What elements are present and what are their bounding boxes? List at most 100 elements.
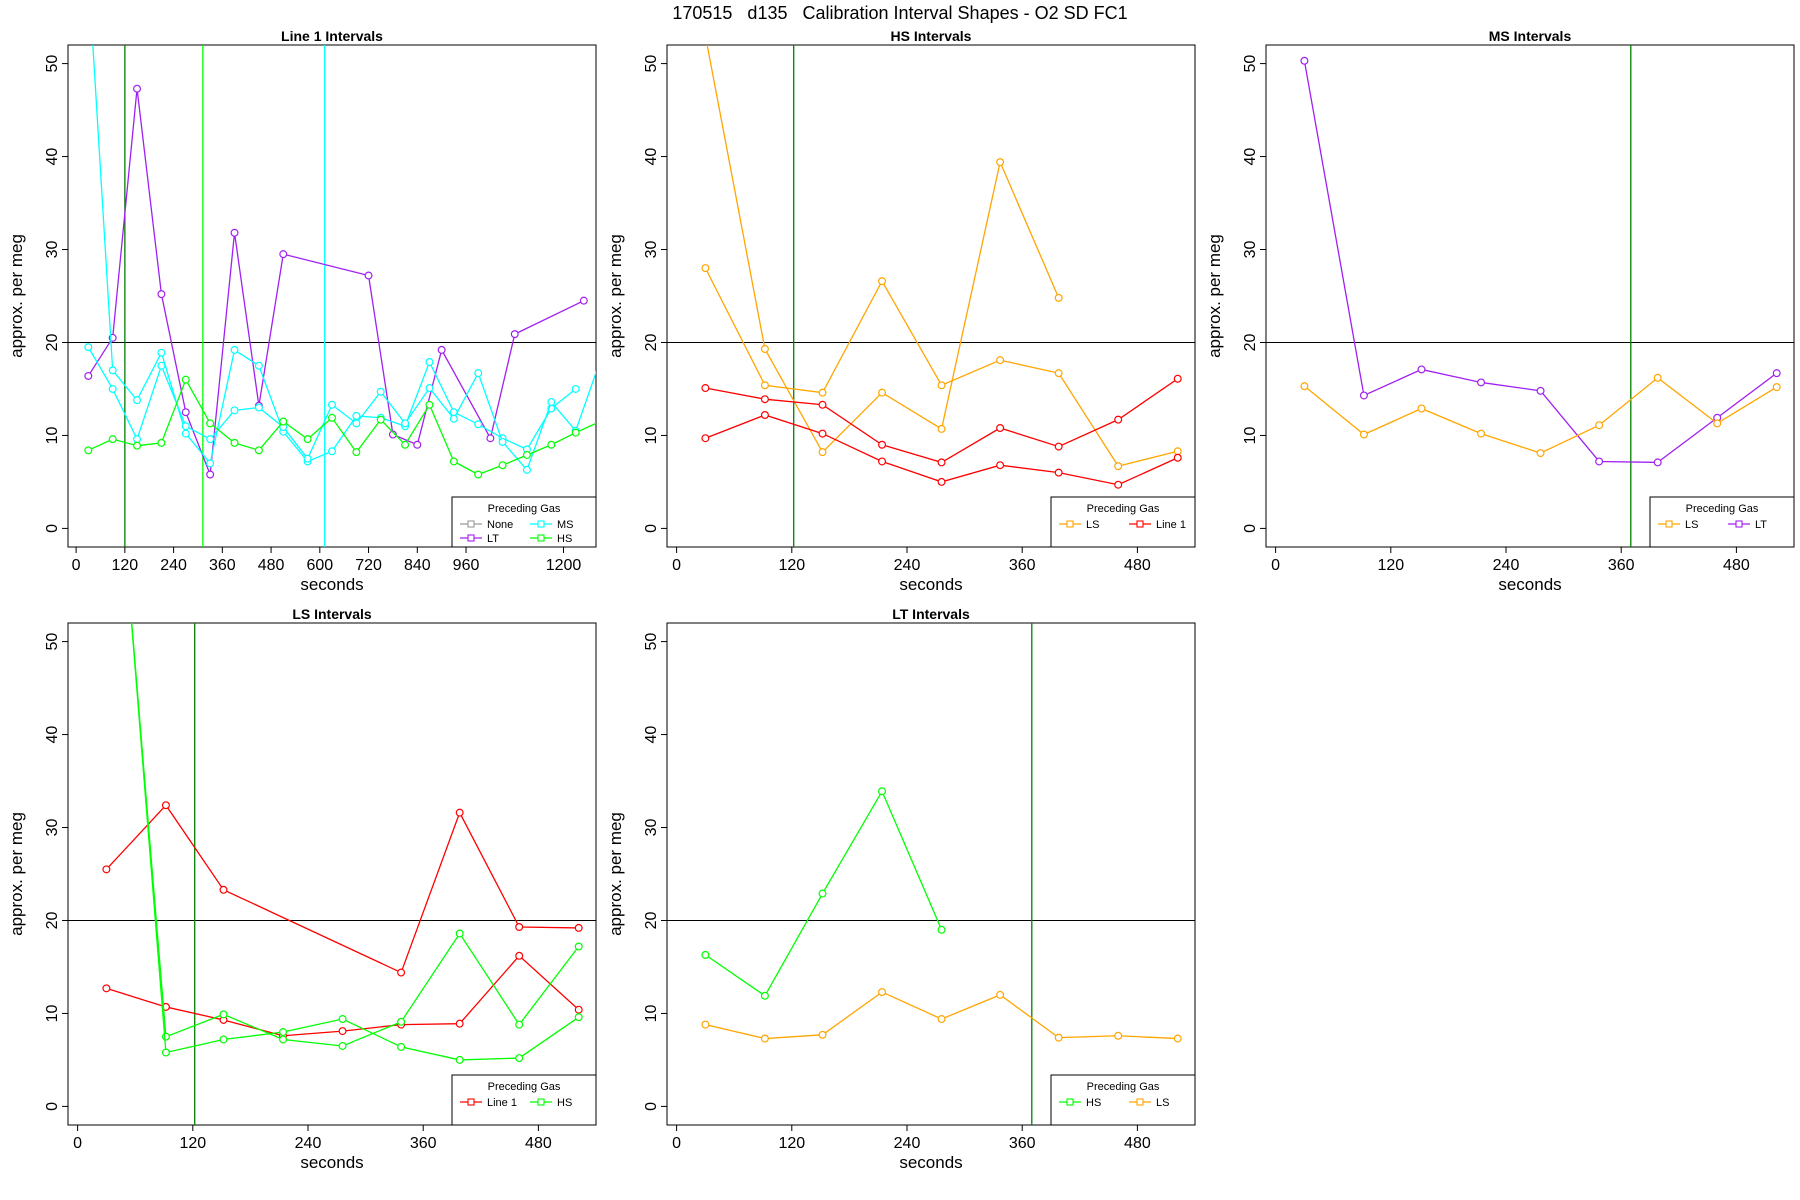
legend-swatch-marker xyxy=(1665,520,1673,528)
legend: Preceding Gas LS Line 1 xyxy=(1050,496,1196,548)
data-point xyxy=(760,410,769,419)
x-axis-label: seconds xyxy=(899,575,962,594)
plot-frame xyxy=(1265,44,1795,548)
x-tick-label: 0 xyxy=(72,557,81,574)
data-point xyxy=(328,413,337,422)
x-tick-label: 120 xyxy=(778,557,805,574)
legend-swatch-marker xyxy=(467,1098,475,1106)
data-point xyxy=(1173,453,1182,462)
data-point xyxy=(279,1035,288,1044)
data-point xyxy=(701,950,710,959)
x-tick-label: 360 xyxy=(209,557,236,574)
y-tick-label: 40 xyxy=(643,726,660,744)
data-point xyxy=(161,1032,170,1041)
y-tick-label: 40 xyxy=(1242,148,1259,166)
data-point xyxy=(701,434,710,443)
y-axis-label: approx. per meg xyxy=(1205,234,1224,358)
data-point xyxy=(1114,480,1123,489)
data-point xyxy=(1359,430,1368,439)
data-point xyxy=(425,400,434,409)
data-point xyxy=(181,429,190,438)
data-point xyxy=(574,1013,583,1022)
data-point xyxy=(937,424,946,433)
x-tick-label: 360 xyxy=(410,1135,437,1152)
series-1 xyxy=(702,32,1063,457)
series-2 xyxy=(701,988,1182,1043)
data-point xyxy=(937,925,946,934)
data-point xyxy=(157,290,166,299)
data-point xyxy=(376,387,385,396)
x-tick-label: 480 xyxy=(1723,557,1750,574)
y-axis-label: approx. per meg xyxy=(606,812,625,936)
series-line xyxy=(130,623,580,1061)
x-tick-label: 0 xyxy=(672,557,681,574)
panel-title: Line 1 Intervals xyxy=(281,28,383,44)
data-point xyxy=(161,801,170,810)
data-point xyxy=(474,369,483,378)
legend-box xyxy=(451,1074,597,1126)
data-point xyxy=(161,1048,170,1057)
y-axis-label: approx. per meg xyxy=(7,812,26,936)
legend-entry: LS xyxy=(1685,519,1698,531)
data-point xyxy=(760,381,769,390)
x-tick-label: 0 xyxy=(672,1135,681,1152)
data-point xyxy=(878,457,887,466)
data-point xyxy=(206,459,215,468)
legend-swatch-marker xyxy=(537,1098,545,1106)
data-point xyxy=(425,358,434,367)
y-tick-label: 20 xyxy=(44,911,61,929)
y-tick-label: 40 xyxy=(44,148,61,166)
data-point xyxy=(133,84,142,93)
data-point xyxy=(397,968,406,977)
data-point xyxy=(1173,447,1182,456)
data-point xyxy=(571,384,580,393)
chart-panel-2: HS Intervals 0 10 20 30 40 50 0 120 240 360 480 seco… xyxy=(606,28,1196,594)
data-point xyxy=(102,984,111,993)
y-tick-label: 10 xyxy=(44,426,61,444)
series-line xyxy=(92,45,577,465)
legend-title: Preceding Gas xyxy=(1087,1081,1160,1093)
x-tick-label: 0 xyxy=(1271,557,1280,574)
data-point xyxy=(996,356,1005,365)
data-point xyxy=(279,417,288,426)
data-point xyxy=(574,1005,583,1014)
data-point xyxy=(449,457,458,466)
data-point xyxy=(498,437,507,446)
data-point xyxy=(102,865,111,874)
series-3 xyxy=(131,623,583,1050)
data-point xyxy=(760,395,769,404)
chart-panel-5: LT Intervals 0 10 20 30 40 50 0 120 240 360 480 seco… xyxy=(606,606,1196,1172)
legend-entry: None xyxy=(487,519,513,531)
data-point xyxy=(702,32,709,39)
data-point xyxy=(760,1034,769,1043)
data-point xyxy=(818,388,827,397)
y-tick-label: 50 xyxy=(1242,55,1259,73)
data-point xyxy=(108,435,117,444)
chart-panel-3: MS Intervals 0 10 20 30 40 50 0 120 240 360 480 seco… xyxy=(1205,28,1795,594)
panel-title: HS Intervals xyxy=(891,28,972,44)
legend-swatch-marker xyxy=(537,520,545,528)
data-point xyxy=(818,400,827,409)
y-tick-label: 30 xyxy=(1242,241,1259,259)
y-tick-label: 50 xyxy=(44,55,61,73)
data-point xyxy=(328,400,337,409)
data-point xyxy=(303,435,312,444)
data-point xyxy=(279,250,288,259)
data-point xyxy=(996,158,1005,167)
data-point xyxy=(597,358,604,365)
data-point xyxy=(486,434,495,443)
legend-entry: Line 1 xyxy=(1156,519,1186,531)
x-tick-label: 840 xyxy=(404,557,431,574)
legend-entry: LS xyxy=(1086,519,1099,531)
plot-frame xyxy=(67,622,597,1126)
legend-swatch-marker xyxy=(1735,520,1743,528)
x-tick-label: 720 xyxy=(355,557,382,574)
y-tick-label: 10 xyxy=(643,426,660,444)
data-point xyxy=(279,1028,288,1037)
data-point xyxy=(701,384,710,393)
legend-title: Preceding Gas xyxy=(1686,503,1759,515)
legend-entry: LT xyxy=(487,533,499,545)
data-point xyxy=(397,1017,406,1026)
data-point xyxy=(133,396,142,405)
data-point xyxy=(455,1019,464,1028)
